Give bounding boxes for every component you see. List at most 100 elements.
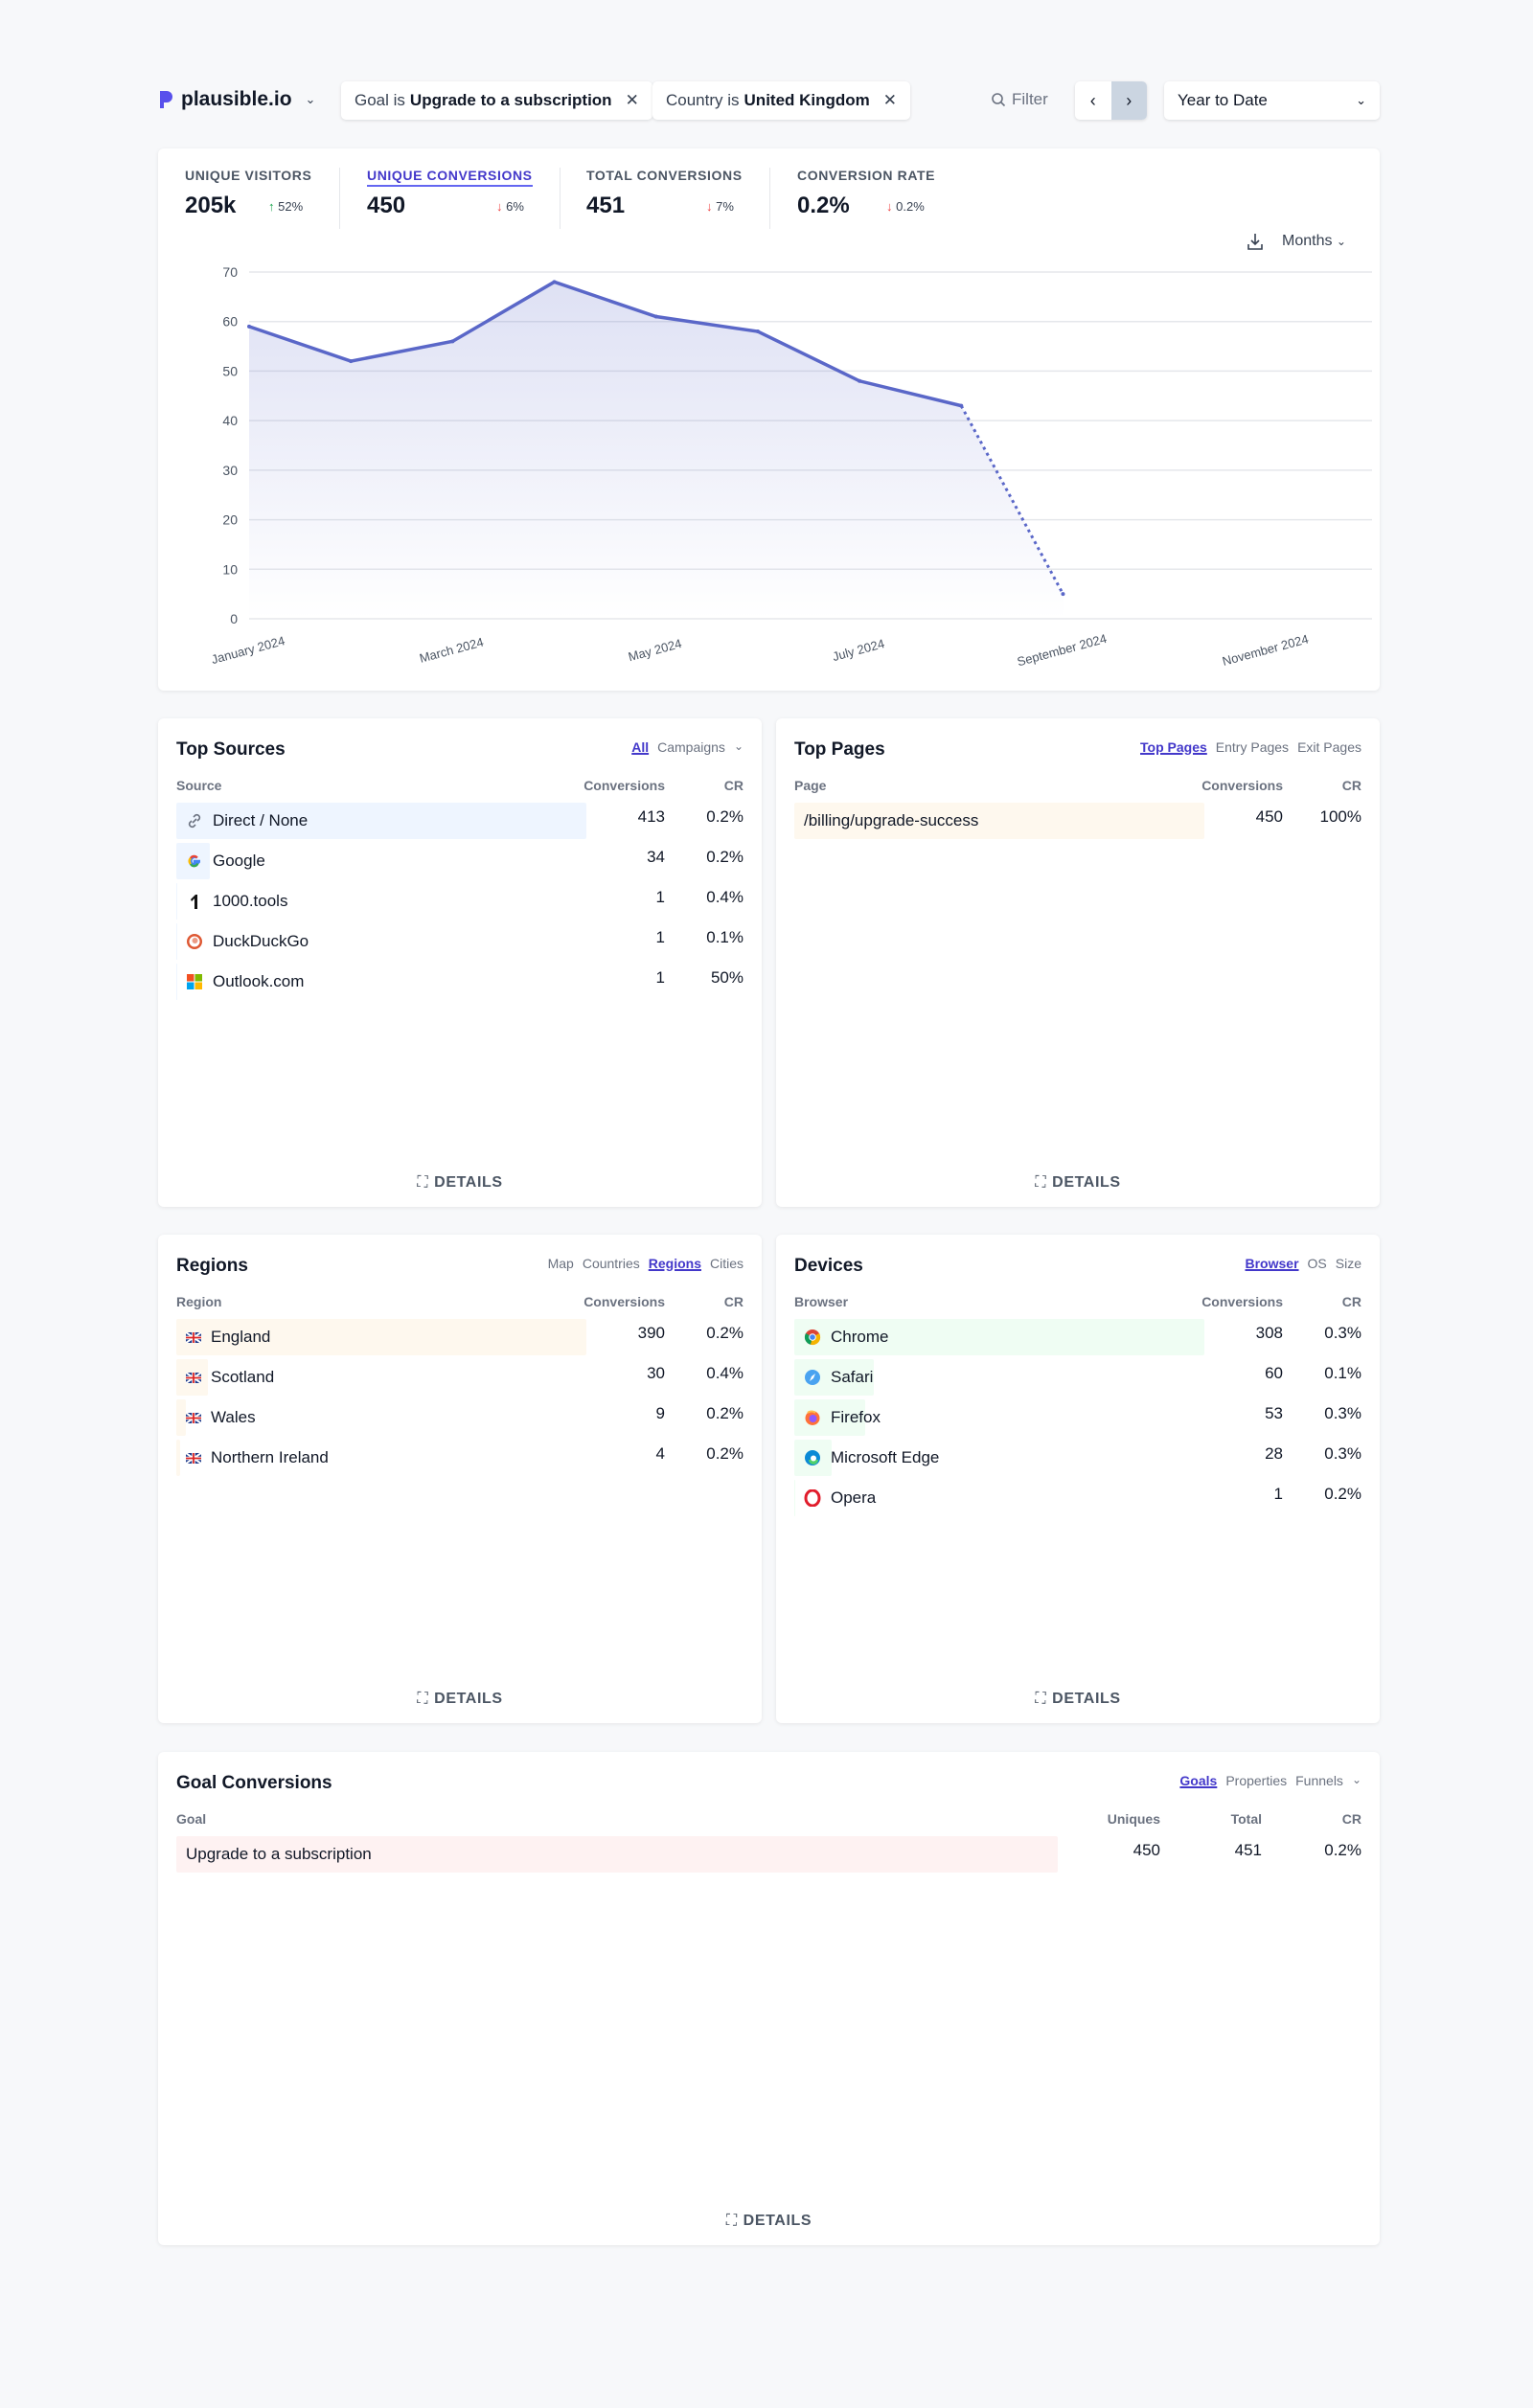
table-row[interactable]: Opera 1 0.2%	[794, 1480, 1361, 1516]
row-conversions: 1	[655, 928, 665, 946]
tab-all[interactable]: All	[631, 739, 650, 755]
period-nav: ‹ ›	[1075, 81, 1147, 120]
row-label: Upgrade to a subscription	[186, 1845, 372, 1864]
tab-cities[interactable]: Cities	[709, 1256, 744, 1271]
panel-title: Top Sources	[176, 739, 286, 760]
firefox-icon	[804, 1409, 821, 1426]
column-header: CR	[723, 778, 744, 793]
row-conversions: 413	[637, 807, 665, 826]
stat-value: 0.2%	[797, 193, 850, 218]
data-point[interactable]	[247, 324, 251, 329]
stat-conversion-rate[interactable]: CONVERSION RATE 0.2% ↓ 0.2%	[797, 168, 935, 218]
tab-browser[interactable]: Browser	[1245, 1256, 1299, 1271]
site-switcher[interactable]: plausible.io ⌄	[158, 88, 315, 111]
tab-countries[interactable]: Countries	[582, 1256, 640, 1271]
series-line	[248, 280, 962, 408]
tab-funnels[interactable]: Funnels	[1295, 1773, 1343, 1788]
table-row[interactable]: England 390 0.2%	[176, 1319, 744, 1355]
table-row[interactable]: 1000.tools 1 0.4%	[176, 883, 744, 920]
details-label: DETAILS	[434, 1174, 503, 1191]
filter-pill-country[interactable]: Country is United Kingdom ✕	[652, 81, 911, 120]
interval-select[interactable]: Months ⌄	[1282, 233, 1346, 250]
row-conversions: 53	[1265, 1404, 1283, 1422]
details-button[interactable]: ⛶ DETAILS	[158, 1174, 762, 1192]
chevron-down-icon[interactable]: ⌄	[733, 739, 744, 753]
data-point[interactable]	[349, 359, 354, 364]
data-point[interactable]	[1061, 592, 1065, 597]
area-fill	[249, 282, 1064, 619]
details-button[interactable]: ⛶ DETAILS	[158, 2213, 1380, 2230]
row-label: Chrome	[804, 1328, 888, 1347]
details-button[interactable]: ⛶ DETAILS	[776, 1691, 1380, 1708]
stat-value: 450	[367, 193, 406, 218]
x-tick-label: September 2024	[1016, 631, 1109, 669]
tab-exit-pages[interactable]: Exit Pages	[1297, 739, 1361, 755]
table-row[interactable]: Chrome 308 0.3%	[794, 1319, 1361, 1355]
top-sources-panel: Top Sources All Campaigns ⌄ Source Conversion…	[158, 718, 762, 1207]
download-icon[interactable]	[1247, 233, 1263, 250]
row-cr: 0.2%	[706, 1324, 744, 1342]
stat-unique-conversions[interactable]: UNIQUE CONVERSIONS 450 ↓ 6%	[367, 168, 533, 218]
chevron-down-icon: ⌄	[1336, 235, 1346, 248]
y-tick-label: 50	[222, 363, 238, 378]
filter-label: Filter	[1012, 90, 1048, 108]
row-name: Outlook.com	[213, 972, 305, 990]
y-tick-label: 20	[222, 512, 238, 528]
tab-os[interactable]: OS	[1307, 1256, 1327, 1271]
tab-properties[interactable]: Properties	[1225, 1773, 1288, 1788]
table-row[interactable]: Microsoft Edge 28 0.3%	[794, 1440, 1361, 1476]
table-row[interactable]: /billing/upgrade-success 450 100%	[794, 803, 1361, 839]
next-period-button[interactable]: ›	[1110, 81, 1147, 120]
table-row[interactable]: Outlook.com 1 50%	[176, 964, 744, 1000]
row-total: 451	[1234, 1841, 1262, 1859]
data-point[interactable]	[959, 403, 964, 408]
row-name: Microsoft Edge	[831, 1448, 940, 1466]
filter-pill-goal[interactable]: Goal is Upgrade to a subscription ✕	[341, 81, 652, 120]
table-row[interactable]: DuckDuckGo 1 0.1%	[176, 923, 744, 960]
details-button[interactable]: ⛶ DETAILS	[776, 1174, 1380, 1192]
close-icon[interactable]: ✕	[882, 91, 898, 109]
plausible-logo-icon	[160, 91, 172, 108]
period-value: Year to Date	[1178, 91, 1268, 109]
tab-size[interactable]: Size	[1335, 1256, 1361, 1271]
row-conversions: 308	[1255, 1324, 1283, 1342]
period-select[interactable]: Year to Date ⌄	[1164, 81, 1380, 120]
data-point[interactable]	[755, 329, 760, 334]
previous-period-button[interactable]: ‹	[1089, 90, 1096, 110]
table-row[interactable]: Google 34 0.2%	[176, 843, 744, 879]
tab-entry-pages[interactable]: Entry Pages	[1215, 739, 1290, 755]
filter-button[interactable]: Filter	[991, 90, 1048, 109]
details-button[interactable]: ⛶ DETAILS	[158, 1691, 762, 1708]
divider	[560, 168, 561, 229]
stat-unique-visitors[interactable]: UNIQUE VISITORS 205k ↑ 52%	[185, 168, 311, 218]
row-name: /billing/upgrade-success	[804, 811, 979, 829]
y-tick-label: 0	[230, 611, 238, 626]
table-row[interactable]: Upgrade to a subscription 450 451 0.2%	[176, 1836, 1361, 1873]
data-point[interactable]	[858, 378, 862, 383]
expand-icon: ⛶	[417, 1691, 429, 1707]
table-row[interactable]: Direct / None 413 0.2%	[176, 803, 744, 839]
divider	[769, 168, 770, 229]
data-point[interactable]	[552, 280, 557, 284]
table-row[interactable]: Safari 60 0.1%	[794, 1359, 1361, 1396]
tab-goals[interactable]: Goals	[1179, 1773, 1218, 1788]
tab-regions[interactable]: Regions	[648, 1256, 701, 1271]
table-row[interactable]: Firefox 53 0.3%	[794, 1399, 1361, 1436]
data-point[interactable]	[653, 314, 658, 319]
table-row[interactable]: Northern Ireland 4 0.2%	[176, 1440, 744, 1476]
close-icon[interactable]: ✕	[625, 91, 639, 109]
stat-total-conversions[interactable]: TOTAL CONVERSIONS 451 ↓ 7%	[586, 168, 743, 218]
data-point[interactable]	[450, 339, 455, 344]
column-header: CR	[1341, 1811, 1361, 1827]
tab-campaigns[interactable]: Campaigns	[657, 739, 725, 755]
chevron-down-icon[interactable]: ⌄	[1351, 1773, 1361, 1786]
site-name: plausible.io	[181, 88, 292, 110]
x-tick-label: November 2024	[1221, 631, 1310, 668]
tab-map[interactable]: Map	[547, 1256, 574, 1271]
table-row[interactable]: Scotland 30 0.4%	[176, 1359, 744, 1396]
table-row[interactable]: Wales 9 0.2%	[176, 1399, 744, 1436]
duckduckgo-icon	[186, 933, 203, 950]
panel-tabs: All Campaigns ⌄	[631, 739, 744, 755]
column-header: Uniques	[1107, 1811, 1160, 1827]
tab-top-pages[interactable]: Top Pages	[1140, 739, 1207, 755]
